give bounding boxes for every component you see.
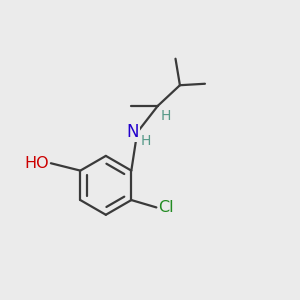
Text: H: H [141, 134, 151, 148]
Text: N: N [127, 123, 139, 141]
Text: HO: HO [25, 156, 50, 171]
Text: Cl: Cl [158, 200, 173, 215]
Text: H: H [161, 109, 171, 123]
